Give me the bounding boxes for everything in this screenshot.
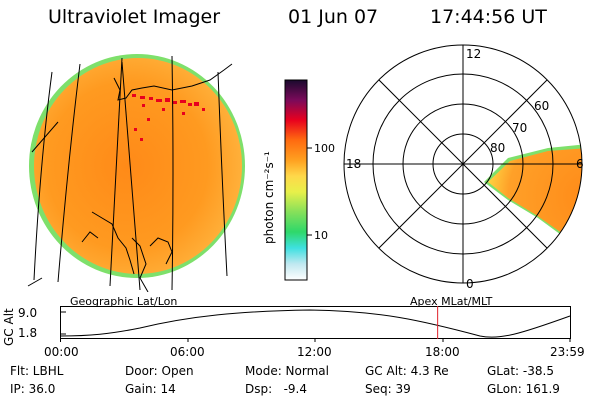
- info-gain: Gain: 14: [125, 382, 176, 396]
- colorbar-tick-100: 100: [314, 142, 335, 155]
- time-tick-2: 12:00: [297, 345, 332, 359]
- mlt-label-0: 0: [466, 277, 474, 291]
- geographic-image: [27, 54, 245, 292]
- time-tick-1: 06:00: [170, 345, 205, 359]
- coastline: [27, 63, 233, 292]
- altitude-plot: [60, 306, 571, 342]
- mlt-label-12: 12: [466, 47, 481, 61]
- time-tick-4: 23:59: [550, 345, 585, 359]
- altitude-ytick-top: 9.0: [18, 306, 38, 320]
- altitude-ytick-bottom: 1.8: [18, 326, 38, 340]
- auroral-region: [488, 148, 582, 246]
- info-glon: GLon: 161.9: [487, 382, 560, 396]
- date-label: 01 Jun 07: [288, 6, 379, 28]
- instrument-title: Ultraviolet Imager: [48, 6, 221, 28]
- info-dsp: Dsp: -9.4: [245, 382, 308, 396]
- polar-plot: 12 18 6 0 60 70 80: [343, 44, 584, 291]
- info-seq: Seq: 39: [365, 382, 411, 396]
- lat-label-70: 70: [512, 121, 527, 135]
- info-door: Door: Open: [125, 364, 194, 378]
- altitude-frame: [60, 306, 571, 339]
- time-tick-3: 18:00: [425, 345, 460, 359]
- right-panel-caption: Apex MLat/MLT: [410, 295, 493, 308]
- lat-label-80: 80: [490, 141, 505, 155]
- info-glat: GLat: -38.5: [487, 364, 554, 378]
- time-label: 17:44:56 UT: [430, 6, 547, 28]
- info-gc-alt: GC Alt: 4.3 Re: [365, 364, 449, 378]
- info-flt: Flt: LBHL: [10, 364, 64, 378]
- colorbar: 100 10: [284, 79, 335, 281]
- colorbar-unit-label: photon cm⁻²s⁻¹: [262, 151, 276, 244]
- info-ip: IP: 36.0: [10, 382, 56, 396]
- time-tick-0: 00:00: [44, 345, 79, 359]
- earth-disk: [34, 58, 242, 274]
- meridian-lines: [31, 55, 228, 291]
- colorbar-gradient: [284, 79, 308, 281]
- mlt-label-6: 6: [576, 157, 584, 171]
- mlt-label-18: 18: [346, 157, 361, 171]
- polar-grid: [343, 44, 583, 284]
- left-panel-caption: Geographic Lat/Lon: [70, 295, 178, 308]
- colorbar-tick-10: 10: [314, 229, 328, 242]
- lat-label-60: 60: [534, 99, 549, 113]
- info-mode: Mode: Normal: [245, 364, 329, 378]
- aurora-speckles: [132, 94, 205, 141]
- altitude-ylabel: GC Alt: [2, 308, 16, 346]
- altitude-curve: [60, 309, 571, 338]
